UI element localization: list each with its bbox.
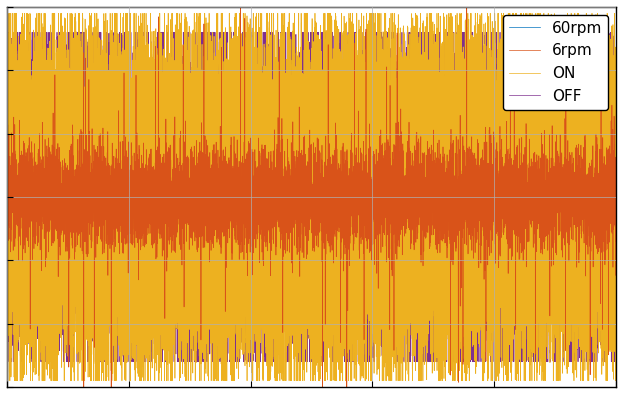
OFF (3, 144, 11, 149)
60rpm (123, 194, 130, 199)
60rpm (3, 188, 11, 193)
OFF (612, 129, 620, 134)
60rpm (580, 196, 587, 201)
ON (29, 94, 36, 99)
6rpm (580, 217, 587, 221)
ON (3, 86, 11, 91)
Legend: 60rpm, 6rpm, ON, OFF: 60rpm, 6rpm, ON, OFF (503, 15, 609, 110)
ON (301, 78, 308, 82)
60rpm (301, 199, 308, 203)
OFF (4, 359, 11, 364)
6rpm (3, 178, 11, 183)
6rpm (29, 195, 36, 200)
60rpm (6, 191, 14, 195)
Line: ON: ON (7, 13, 616, 381)
60rpm (29, 204, 36, 209)
6rpm (612, 174, 620, 179)
60rpm (612, 201, 620, 206)
ON (40, 298, 47, 303)
OFF (580, 35, 587, 40)
6rpm (123, 188, 130, 193)
ON (123, 279, 130, 283)
ON (612, 308, 620, 312)
60rpm (391, 219, 399, 223)
OFF (5, 30, 12, 35)
ON (5, 11, 12, 16)
OFF (301, 278, 308, 282)
ON (6, 70, 14, 75)
Line: 6rpm: 6rpm (7, 0, 616, 394)
OFF (6, 87, 14, 92)
OFF (40, 118, 47, 123)
Line: 60rpm: 60rpm (7, 173, 616, 221)
6rpm (40, 175, 47, 180)
60rpm (523, 170, 530, 175)
ON (4, 378, 12, 383)
Line: OFF: OFF (7, 32, 616, 362)
OFF (29, 37, 36, 42)
6rpm (6, 199, 14, 204)
ON (580, 55, 587, 59)
60rpm (40, 200, 47, 204)
OFF (123, 142, 130, 147)
6rpm (301, 210, 308, 214)
